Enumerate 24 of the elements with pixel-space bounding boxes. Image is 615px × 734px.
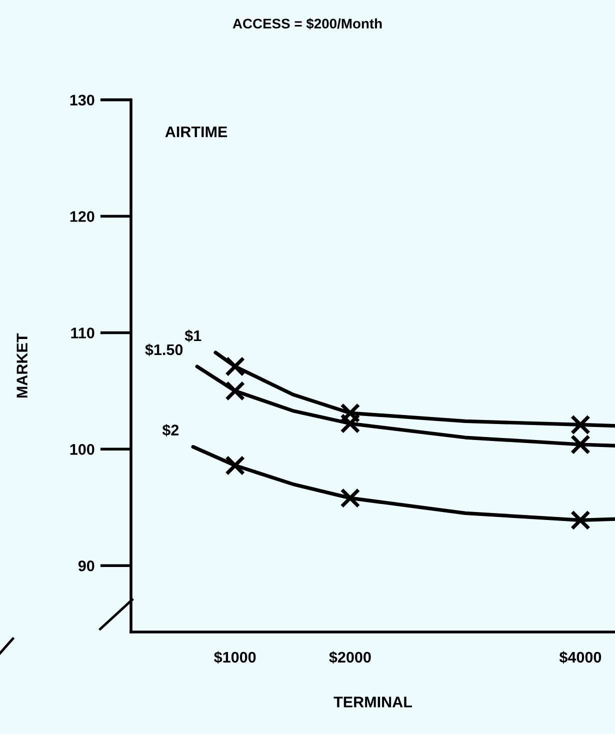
series-label: $2 bbox=[162, 424, 179, 436]
point bbox=[570, 414, 590, 435]
point bbox=[340, 414, 360, 434]
y-tick-label: 100 bbox=[70, 444, 94, 455]
x-tick-label: $1000 bbox=[214, 651, 256, 664]
x-tick-label: $4000 bbox=[559, 651, 602, 664]
y-tick-label: 130 bbox=[70, 94, 94, 106]
point bbox=[340, 488, 360, 508]
point bbox=[225, 455, 246, 476]
y-axis-title: MARKET bbox=[16, 333, 28, 398]
y-tick-label: 120 bbox=[70, 211, 94, 222]
chart-title: ACCESS = $200/Month bbox=[232, 18, 382, 30]
point bbox=[570, 434, 590, 455]
series-label: $1.50 bbox=[145, 344, 183, 356]
point bbox=[225, 356, 246, 376]
series-label: $1 bbox=[184, 330, 202, 342]
y-tick-label: 90 bbox=[78, 560, 94, 572]
point bbox=[225, 380, 246, 401]
point bbox=[340, 403, 360, 424]
annotation: AIRTIME bbox=[165, 126, 228, 138]
y-tick-label: 110 bbox=[71, 328, 94, 338]
x-tick-label: $2000 bbox=[329, 651, 371, 664]
x-axis-title: TERMINAL bbox=[334, 696, 412, 708]
point bbox=[570, 510, 590, 530]
